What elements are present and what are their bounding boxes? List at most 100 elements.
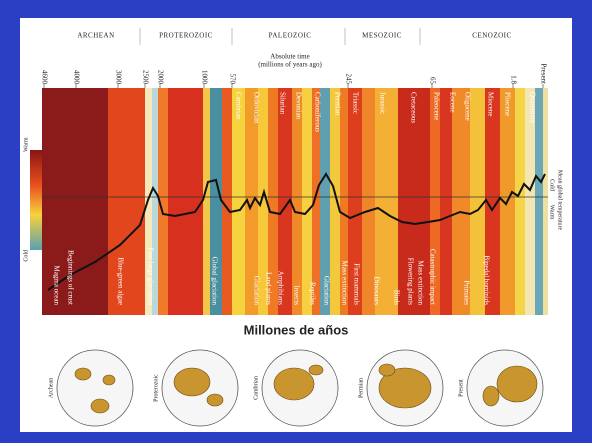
era-dividers <box>139 28 421 45</box>
time-tick-label: 1.8 <box>509 75 517 84</box>
event-label: Bipedal hominids <box>482 255 490 305</box>
band <box>152 88 158 315</box>
right-axis-bottom: Warm <box>549 205 555 220</box>
band <box>258 88 268 315</box>
band <box>320 88 330 315</box>
period-label: Oligocene <box>463 92 471 121</box>
event-label: Flowering plants <box>406 258 414 306</box>
landmass <box>482 385 500 407</box>
band <box>278 88 292 315</box>
period-label: Eocene <box>448 92 456 113</box>
time-tick-label: 4000 <box>72 70 80 85</box>
era-label: PALEOZOIC <box>269 32 312 40</box>
band <box>398 88 430 315</box>
band <box>158 88 168 315</box>
time-tick-label: 2500 <box>141 70 149 85</box>
landmass <box>206 393 224 407</box>
event-label: Glaciation <box>322 276 330 306</box>
band <box>452 88 470 315</box>
band <box>362 88 375 315</box>
time-tick-label: 3000 <box>114 70 122 85</box>
event-label: Reptiles <box>308 282 316 305</box>
color-scale <box>30 150 42 250</box>
band <box>268 88 278 315</box>
event-label: Catastrophic impact <box>428 249 436 305</box>
landmass <box>102 374 116 386</box>
map-label: Proterozoic <box>153 374 159 402</box>
scale-bottom: Cold <box>23 250 29 262</box>
era-label: MESOZOIC <box>362 32 402 40</box>
period-label: Permian <box>333 92 341 116</box>
period-label: Miocene <box>486 92 494 117</box>
maps <box>56 349 544 427</box>
time-tick-label: 65 <box>428 77 436 85</box>
period-label: Paleocene <box>432 92 440 120</box>
landmass <box>90 398 110 414</box>
band <box>210 88 222 315</box>
period-label: Devonian <box>294 92 302 120</box>
event-label: Land plants <box>264 272 272 305</box>
band <box>430 88 440 315</box>
time-tick-label: 245 <box>344 74 352 85</box>
event-label: Magma ocean <box>52 266 60 306</box>
axis-subtitle: (millions of years ago) <box>258 61 322 69</box>
band <box>525 88 535 315</box>
era-label: PROTEROZOIC <box>159 32 213 40</box>
time-bands <box>42 88 548 315</box>
period-label: Triassic <box>351 92 359 114</box>
band <box>485 88 500 315</box>
landmass <box>378 363 396 377</box>
band <box>440 88 452 315</box>
event-label: Primates <box>462 281 470 306</box>
event-label: Global glaciation <box>210 257 218 306</box>
axis-title: Absolute time <box>270 53 309 61</box>
band <box>292 88 302 315</box>
map-label: Archean <box>48 378 54 398</box>
period-label: Silurian <box>278 92 286 115</box>
event-label: Mass extinction <box>416 260 424 305</box>
event-label: First mammals <box>352 263 360 305</box>
era-label: CENOZOIC <box>472 32 511 40</box>
period-label: Cambrian <box>234 92 242 120</box>
period-label: Cretaceous <box>409 92 417 123</box>
event-label: Glaciation <box>252 276 260 306</box>
map-label: Permian <box>358 378 364 398</box>
band <box>232 88 245 315</box>
event-label: Beginnings of crust <box>66 250 74 305</box>
landmass <box>273 367 315 401</box>
period-label: Pliocene <box>503 92 511 116</box>
right-axis-top: Cold <box>549 179 555 191</box>
event-label: Dinosaurs <box>372 277 380 306</box>
period-label: Ordovician <box>252 92 260 124</box>
band <box>203 88 210 315</box>
event-label: Insects <box>292 286 300 306</box>
time-tick-label: 1000 <box>200 70 208 85</box>
band <box>340 88 348 315</box>
map-label: Cambrian <box>253 376 259 400</box>
band <box>245 88 258 315</box>
landmass <box>74 367 92 381</box>
band <box>330 88 340 315</box>
era-label: ARCHEAN <box>77 32 114 40</box>
period-label: Carboniferous <box>313 92 321 132</box>
event-label: Birds <box>392 290 400 305</box>
globe <box>56 349 134 427</box>
event-label: Mass extinction <box>340 260 348 305</box>
event-label: Blue-green algae <box>116 257 124 305</box>
caption: Millones de años <box>244 322 349 337</box>
time-tick-label: 2000 <box>156 70 164 85</box>
band <box>470 88 485 315</box>
band <box>168 88 203 315</box>
time-tick-label: 4600 <box>40 70 48 85</box>
landmass <box>378 367 432 409</box>
period-label: Quaternary <box>528 92 536 124</box>
band <box>535 88 543 315</box>
scale-top: Warm <box>23 137 29 152</box>
temperature-curve <box>47 172 546 291</box>
band <box>515 88 525 315</box>
landmass <box>496 365 538 403</box>
band <box>42 88 108 315</box>
band <box>222 88 232 315</box>
band <box>302 88 312 315</box>
